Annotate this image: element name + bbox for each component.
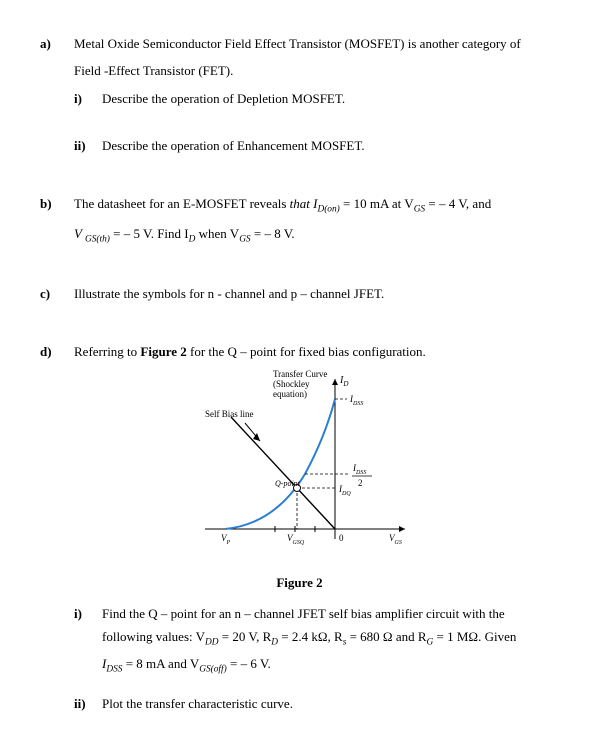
part-a-line2: Field -Effect Transistor (FET). [74, 59, 559, 82]
idq-label: IDQ [338, 484, 351, 497]
idss-label: IDSS [349, 394, 363, 407]
q-point-label: Q-point [275, 479, 301, 488]
d-intro-pre: Referring to [74, 344, 140, 359]
b-l2-s1: GS(th) [85, 235, 110, 245]
y-axis-arrow [332, 379, 338, 385]
vgs-label: VGS [389, 533, 402, 546]
d-i-l2-pre: following values: V [102, 629, 205, 644]
b-l2-mid2: when V [195, 226, 239, 241]
vp-label: VP [221, 533, 231, 546]
self-bias-line [231, 417, 335, 529]
part-a-ii-text: Describe the operation of Enhancement MO… [102, 134, 559, 157]
d-i-l2-m4: = 1 MΩ. Given [433, 629, 516, 644]
part-c-text: Illustrate the symbols for n - channel a… [74, 282, 559, 305]
idss2-den: 2 [358, 478, 363, 488]
part-a-ii-row: ii) Describe the operation of Enhancemen… [74, 134, 559, 157]
part-b: b) The datasheet for an E-MOSFET reveals… [40, 192, 559, 218]
part-d-i-text: Find the Q – point for an n – channel JF… [102, 602, 559, 678]
part-a-label: a) [40, 32, 74, 55]
x-axis-arrow [399, 526, 405, 532]
part-a: a) Metal Oxide Semiconductor Field Effec… [40, 32, 559, 55]
part-d-ii-text: Plot the transfer characteristic curve. [102, 692, 559, 715]
figure-2-caption: Figure 2 [40, 571, 559, 594]
b-l1-s2: GS [414, 204, 425, 214]
zero-label: 0 [339, 533, 344, 543]
b-l1-pre: The datasheet for an E-MOSFET reveals [74, 196, 290, 211]
d-i-l3-m2: = – 6 V. [227, 656, 271, 671]
d-intro-bold: Figure 2 [140, 344, 186, 359]
part-a-i-label: i) [74, 87, 102, 110]
d-i-l2-s2: D [271, 638, 278, 648]
part-a-i-text: Describe the operation of Depletion MOSF… [102, 87, 559, 110]
b-l1-s1: D(on) [317, 204, 339, 214]
b-l2-pre: V [74, 226, 85, 241]
transfer-label3: equation) [273, 389, 307, 399]
d-i-l2-s1: DD [205, 638, 219, 648]
part-d: d) Referring to Figure 2 for the Q – poi… [40, 340, 559, 363]
d-i-l3-s2: GS(off) [199, 664, 227, 674]
part-d-label: d) [40, 340, 74, 363]
part-b-line2: V GS(th) = – 5 V. Find ID when VGS = – 8… [74, 222, 559, 248]
b-l1-that: that ID(on) [290, 196, 340, 211]
b-l2-post: = – 8 V. [251, 226, 295, 241]
part-d-i-row: i) Find the Q – point for an n – channel… [74, 602, 559, 678]
d-i-l3-s1: DSS [106, 664, 122, 674]
figure-2-svg: Transfer Curve (Shockley equation) Self … [175, 369, 425, 559]
transfer-label2: (Shockley [273, 379, 310, 389]
d-intro-post: for the Q – point for fixed bias configu… [187, 344, 426, 359]
part-c: c) Illustrate the symbols for n - channe… [40, 282, 559, 305]
id-label: ID [339, 375, 348, 388]
d-i-l2-m1: = 20 V, R [219, 629, 272, 644]
part-b-label: b) [40, 192, 74, 218]
part-a-line1: Metal Oxide Semiconductor Field Effect T… [74, 32, 559, 55]
part-a-line2-row: Field -Effect Transistor (FET). [74, 59, 559, 82]
idss2-num: IDSS [352, 463, 366, 476]
part-d-ii-row: ii) Plot the transfer characteristic cur… [74, 692, 559, 715]
part-a-ii-label: ii) [74, 134, 102, 157]
part-b-line2-row: V GS(th) = – 5 V. Find ID when VGS = – 8… [74, 222, 559, 248]
figure-2: Transfer Curve (Shockley equation) Self … [175, 369, 425, 566]
d-i-l2-m2: = 2.4 kΩ, R [278, 629, 343, 644]
self-bias-label: Self Bias line [205, 409, 254, 419]
part-a-i-row: i) Describe the operation of Depletion M… [74, 87, 559, 110]
d-i-l1: Find the Q – point for an n – channel JF… [102, 606, 505, 621]
b-l1-post: = – 4 V, and [425, 196, 491, 211]
b-l1-mid-t: = 10 mA at V [340, 196, 414, 211]
b-l2-mid: = – 5 V. Find I [110, 226, 189, 241]
d-i-l2-m3: = 680 Ω and R [346, 629, 426, 644]
part-d-i-label: i) [74, 602, 102, 678]
part-d-intro: Referring to Figure 2 for the Q – point … [74, 340, 559, 363]
b-l1-mid: = 10 mA at VGS [340, 196, 425, 211]
vgsq-label: VGSQ [287, 533, 305, 546]
d-i-l3-m1: = 8 mA and V [122, 656, 199, 671]
part-b-line1: The datasheet for an E-MOSFET reveals th… [74, 192, 559, 218]
b-l2-s3: GS [239, 235, 250, 245]
b-l1-that-t: that I [290, 196, 318, 211]
transfer-label1: Transfer Curve [273, 369, 327, 379]
part-c-label: c) [40, 282, 74, 305]
part-d-ii-label: ii) [74, 692, 102, 715]
